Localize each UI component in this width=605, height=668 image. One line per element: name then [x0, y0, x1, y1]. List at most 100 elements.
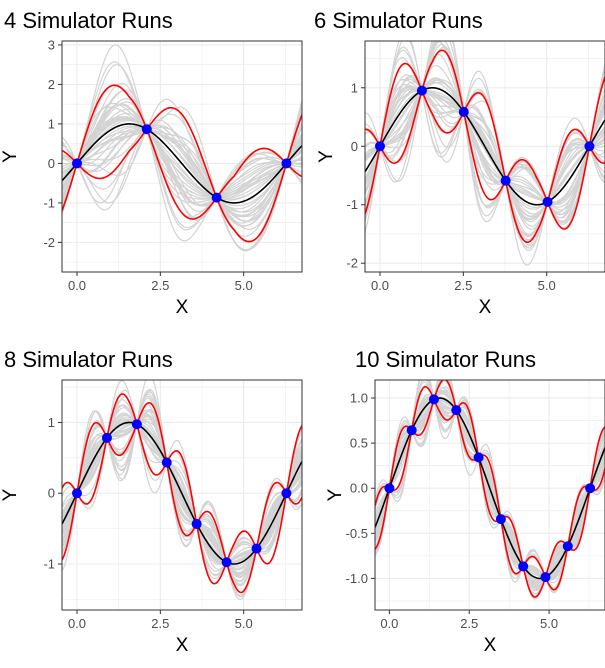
simulator-run-point: [251, 543, 262, 554]
panel-title: 4 Simulator Runs: [4, 8, 173, 33]
panel-title: 10 Simulator Runs: [355, 347, 536, 372]
sample-path: [365, 63, 605, 229]
chart-panel-4: 0.0 2.5 5.0 -1.0 -0.5 0.0 0.5 1.0 10 Simulator R…: [325, 347, 605, 656]
sample-path: [62, 380, 302, 565]
true-function-line: [365, 86, 605, 206]
sample-path: [365, 89, 605, 247]
simulator-run-point: [495, 514, 506, 525]
x-axis-title: X: [176, 635, 189, 656]
sample-path: [62, 126, 302, 216]
bound-line-upper: [62, 84, 302, 199]
simulator-run-point: [141, 124, 152, 135]
sample-path: [62, 112, 302, 199]
x-tick-label: 5.0: [235, 616, 253, 631]
simulator-run-point: [375, 141, 385, 152]
simulator-run-point: [473, 452, 484, 463]
y-tick-label: 1: [48, 116, 55, 131]
simulator-run-point: [384, 483, 395, 494]
simulator-run-point: [221, 557, 232, 568]
simulator-run-point: [540, 572, 551, 583]
simulator-run-point: [72, 158, 82, 169]
sample-path: [62, 103, 302, 201]
sample-path: [62, 115, 302, 230]
y-tick-label: -2: [346, 256, 358, 271]
y-tick-label: -1.0: [346, 571, 368, 586]
panel-border: [61, 379, 303, 611]
sample-path: [62, 102, 302, 199]
x-tick-label: 2.5: [151, 616, 169, 631]
plot-area: [62, 44, 302, 252]
sample-path: [62, 98, 302, 224]
sample-path: [365, 87, 605, 209]
x-tick-label: 0.0: [68, 616, 86, 631]
y-tick-label: -1: [43, 195, 55, 210]
sample-path: [62, 123, 302, 222]
sample-path: [62, 119, 302, 218]
simulator-run-point: [542, 196, 553, 207]
y-tick-label: 1: [48, 415, 55, 430]
chart-panel-2: 0.0 2.5 5.0 -2 -1 0 1 6 Simulator Runs X Y: [314, 8, 605, 318]
chart-panel-3: 0.0 2.5 5.0 -1 0 1 8 Simulator Runs X Y: [0, 347, 303, 656]
sample-path: [62, 128, 302, 213]
simulator-run-point: [451, 405, 462, 416]
sample-path: [365, 49, 605, 230]
sample-path: [365, 67, 605, 226]
sample-path: [62, 44, 302, 206]
bound-line-lower: [62, 128, 302, 243]
sample-path: [365, 71, 605, 224]
bound-line-lower: [62, 422, 302, 594]
sample-path: [62, 117, 302, 206]
y-tick-label: 1: [351, 80, 358, 95]
x-axis-title: X: [484, 635, 497, 656]
x-axis-title: X: [479, 297, 492, 318]
simulator-run-point: [428, 394, 439, 405]
chart-panel-1: 0.0 2.5 5.0 -2 -1 0 1 2 3 4 Simulator Runs X Y: [0, 8, 303, 318]
plot-area: [365, 41, 605, 266]
x-tick-label: 5.0: [540, 616, 558, 631]
panel-border: [364, 40, 605, 273]
sample-path: [62, 82, 302, 200]
sample-path: [365, 85, 605, 218]
y-tick-label: -1: [43, 557, 55, 572]
x-tick-label: 2.5: [454, 278, 472, 293]
simulator-run-point: [518, 561, 529, 572]
y-tick-label: -0.5: [346, 526, 368, 541]
y-tick-label: 3: [48, 37, 55, 52]
y-tick-label: 0.0: [350, 481, 368, 496]
simulator-run-point: [131, 419, 142, 430]
plot-area: [62, 380, 302, 601]
bound-line-lower: [365, 88, 605, 244]
x-tick-label: 0.0: [68, 278, 86, 293]
simulated-sample-paths: [62, 44, 302, 252]
y-tick-label: 0: [48, 156, 55, 171]
x-axis-title: X: [176, 297, 189, 318]
x-tick-label: 5.0: [538, 278, 556, 293]
simulator-run-point: [562, 541, 573, 552]
sample-path: [62, 125, 302, 222]
y-axis-title: Y: [0, 150, 21, 163]
sample-path: [62, 413, 302, 564]
simulator-run-point: [281, 488, 292, 499]
sample-path: [62, 120, 302, 199]
sample-path: [62, 106, 302, 251]
y-axis-title: Y: [316, 150, 337, 163]
panel-title: 6 Simulator Runs: [314, 8, 483, 33]
sample-path: [62, 116, 302, 219]
sample-path: [62, 89, 302, 242]
x-tick-label: 5.0: [235, 278, 253, 293]
true-function-line: [62, 123, 302, 204]
simulator-run-point: [211, 192, 222, 203]
sample-path: [62, 84, 302, 199]
sample-path: [365, 79, 605, 215]
y-axis-title: Y: [0, 488, 21, 501]
simulator-run-point: [416, 85, 427, 96]
true-function-line: [62, 421, 302, 565]
sample-path: [62, 61, 302, 204]
y-tick-label: -1: [346, 197, 358, 212]
sample-path: [365, 41, 605, 223]
sample-path: [365, 81, 605, 203]
simulator-run-point: [72, 488, 82, 499]
y-tick-label: 0: [48, 486, 55, 501]
panel-border: [61, 40, 303, 273]
x-tick-label: 0.0: [380, 616, 398, 631]
